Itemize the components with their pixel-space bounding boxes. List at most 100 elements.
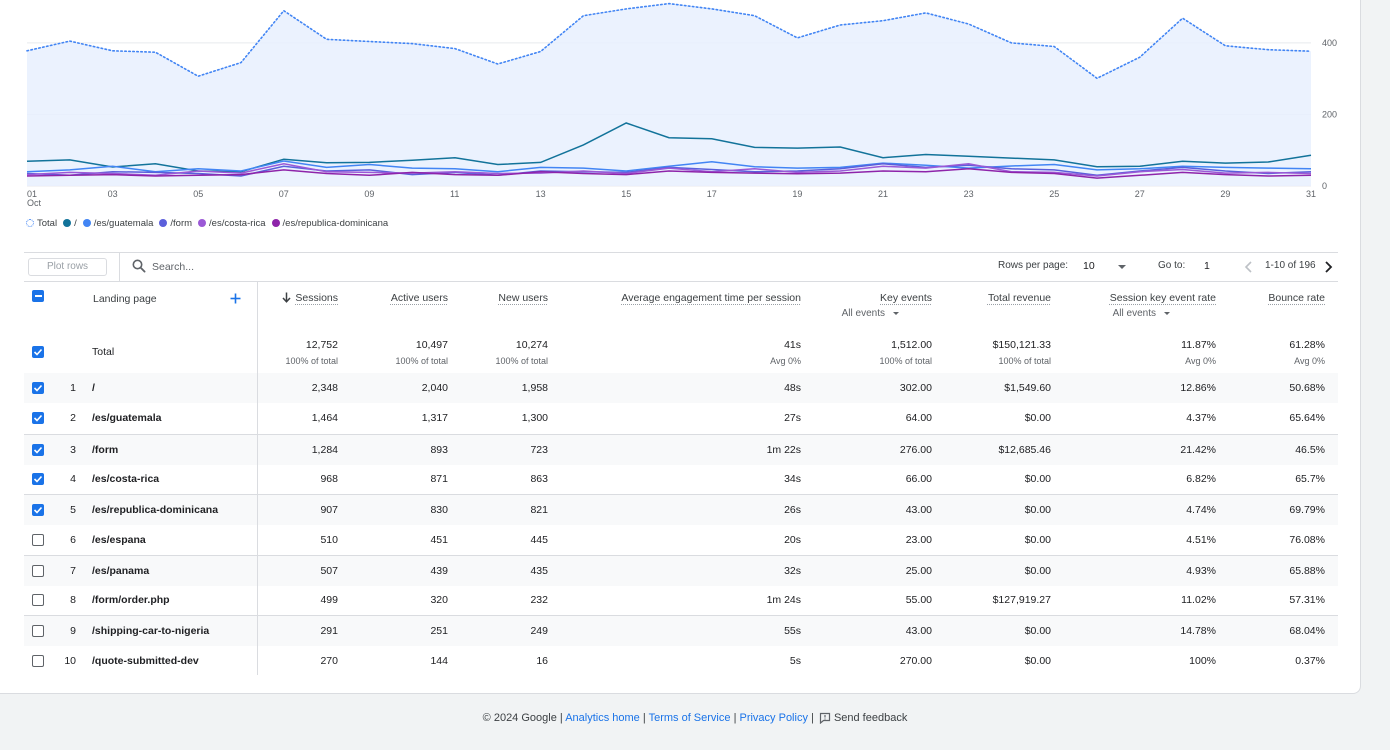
column-header[interactable]: Average engagement time per session	[621, 292, 801, 304]
metric-cell: 66.00	[905, 472, 932, 485]
row-checkbox[interactable]	[32, 654, 44, 667]
legend-item[interactable]: /es/republica-dominicana	[271, 218, 388, 229]
search-input[interactable]	[152, 259, 352, 275]
column-header[interactable]: Session key event rate	[1109, 292, 1216, 304]
metric-cell: 64.00	[905, 412, 932, 425]
row-number: 9	[70, 625, 76, 638]
landing-page-cell[interactable]: /es/guatemala	[92, 412, 162, 425]
row-checkbox[interactable]	[32, 443, 44, 456]
total-value: 10,497	[415, 339, 448, 351]
table-row[interactable]: 3/form 1,284 893 723 1m 22s 276.00 $12,685.46 2…	[24, 433, 1338, 465]
arrow-down-icon[interactable]	[282, 292, 291, 303]
landing-page-cell[interactable]: /es/costa-rica	[92, 472, 160, 485]
legend-item[interactable]: /es/costa-rica	[198, 218, 266, 229]
metric-cell: 21.42%	[1180, 443, 1216, 456]
row-number: 1	[70, 382, 76, 394]
legend-item[interactable]: /	[63, 218, 77, 229]
check-icon	[33, 507, 43, 514]
metric-cell: $0.00	[1024, 504, 1051, 517]
landing-page-cell[interactable]: /form	[92, 443, 119, 456]
row-checkbox[interactable]	[32, 594, 44, 607]
chevron-left-icon[interactable]	[1242, 259, 1256, 275]
metric-cell: 232	[530, 594, 548, 607]
total-subtext: Avg 0%	[770, 356, 801, 366]
column-header[interactable]: Bounce rate	[1268, 292, 1325, 304]
column-header[interactable]: New users	[498, 292, 548, 304]
plus-icon[interactable]	[230, 293, 241, 304]
x-tick-label: 01	[27, 189, 37, 199]
total-value: 10,274	[515, 339, 548, 351]
metric-cell: 1,317	[421, 412, 448, 425]
landing-page-cell[interactable]: /form/order.php	[92, 594, 170, 607]
x-tick-label: 09	[364, 189, 374, 199]
metric-cell: 249	[530, 625, 548, 638]
landing-page-cell[interactable]: /es/panama	[92, 564, 150, 577]
landing-page-cell[interactable]: /es/republica-dominicana	[92, 504, 219, 517]
metric-cell: 439	[430, 564, 448, 577]
metric-cell: 48s	[784, 382, 801, 394]
footer-separator: |	[733, 712, 737, 724]
legend-item[interactable]: /form	[159, 218, 192, 229]
row-number: 10	[64, 654, 76, 667]
table-row[interactable]: 4/es/costa-rica 968 871 863 34s 66.00 $0.00 6.8…	[24, 464, 1338, 494]
chevron-down-icon[interactable]	[1118, 265, 1126, 269]
legend-label: /	[74, 217, 77, 229]
table-row[interactable]: 10/quote-submitted-dev 270 144 16 5s 270.00 $0…	[24, 646, 1338, 676]
row-checkbox[interactable]	[32, 382, 44, 394]
metric-cell: 65.64%	[1289, 412, 1325, 425]
privacy-link[interactable]: Privacy Policy	[739, 712, 808, 724]
landing-page-cell[interactable]: /quote-submitted-dev	[92, 654, 199, 667]
metric-cell: 34s	[784, 472, 801, 485]
chevron-right-icon[interactable]	[1321, 259, 1335, 275]
table-row[interactable]: 2/es/guatemala 1,464 1,317 1,300 27s 64.00 $0.…	[24, 403, 1338, 433]
row-checkbox[interactable]	[32, 564, 44, 577]
metric-cell: $0.00	[1024, 472, 1051, 485]
table-row[interactable]: 7/es/panama 507 439 435 32s 25.00 $0.00 4.93% 65…	[24, 554, 1338, 586]
check-icon	[33, 446, 43, 454]
total-checkbox[interactable]	[32, 346, 44, 358]
legend-item[interactable]: Total	[26, 218, 57, 229]
terms-link[interactable]: Terms of Service	[648, 712, 731, 724]
rows-per-page-select[interactable]: 10	[1083, 260, 1095, 272]
landing-page-cell[interactable]: /shipping-car-to-nigeria	[92, 625, 210, 638]
go-to-input[interactable]: 1	[1204, 260, 1210, 272]
row-number: 3	[70, 443, 76, 456]
table-row[interactable]: 1 / 2,348 2,040 1,958 48s 302.00 $1,549.60 12.86…	[24, 373, 1338, 403]
metric-cell: 830	[430, 504, 448, 517]
table-row[interactable]: 6/es/espana 510 451 445 20s 23.00 $0.00 4.51% 76…	[24, 525, 1338, 555]
row-checkbox[interactable]	[32, 472, 44, 485]
metric-cell: 43.00	[905, 504, 932, 517]
plot-rows-button[interactable]: Plot rows	[28, 258, 107, 276]
send-feedback-label: Send feedback	[833, 712, 908, 724]
row-checkbox[interactable]	[32, 504, 44, 517]
metric-cell: $0.00	[1024, 625, 1051, 638]
table-row[interactable]: 8/form/order.php 499 320 232 1m 24s 55.00 $127…	[24, 585, 1338, 615]
total-subtext: 100% of total	[879, 356, 932, 366]
metric-cell: 270	[320, 654, 338, 667]
send-feedback-button[interactable]: Send feedback	[817, 712, 908, 725]
y-tick-label: 0	[1322, 181, 1327, 191]
metric-cell: 893	[430, 443, 448, 456]
metric-cell: 907	[320, 504, 338, 517]
row-checkbox[interactable]	[32, 533, 44, 546]
landing-page-cell[interactable]: /	[92, 382, 95, 394]
column-header[interactable]: Active users	[390, 292, 448, 304]
analytics-home-link[interactable]: Analytics home	[565, 712, 640, 724]
column-header[interactable]: Total revenue	[987, 292, 1051, 304]
column-header[interactable]: Key events	[880, 292, 932, 304]
table-row[interactable]: 9/shipping-car-to-nigeria 291 251 249 55s 43.…	[24, 615, 1338, 647]
row-checkbox[interactable]	[32, 625, 44, 638]
landing-page-cell[interactable]: /es/espana	[92, 533, 146, 546]
row-checkbox[interactable]	[32, 412, 44, 425]
session-key-event-rate-filter[interactable]: All events	[1113, 308, 1170, 319]
key-events-filter[interactable]: All events	[842, 308, 899, 319]
legend-item[interactable]: /es/guatemala	[82, 218, 153, 229]
metric-cell: 25.00	[905, 564, 932, 577]
metric-cell: 291	[320, 625, 338, 638]
landing-page-header[interactable]: Landing page	[93, 293, 157, 305]
select-all-checkbox[interactable]	[32, 290, 44, 302]
column-header[interactable]: Sessions	[295, 292, 338, 304]
row-number: 6	[70, 533, 76, 546]
x-month-label: Oct	[27, 198, 42, 208]
table-row[interactable]: 5/es/republica-dominicana 907 830 821 26s 43.…	[24, 494, 1338, 526]
